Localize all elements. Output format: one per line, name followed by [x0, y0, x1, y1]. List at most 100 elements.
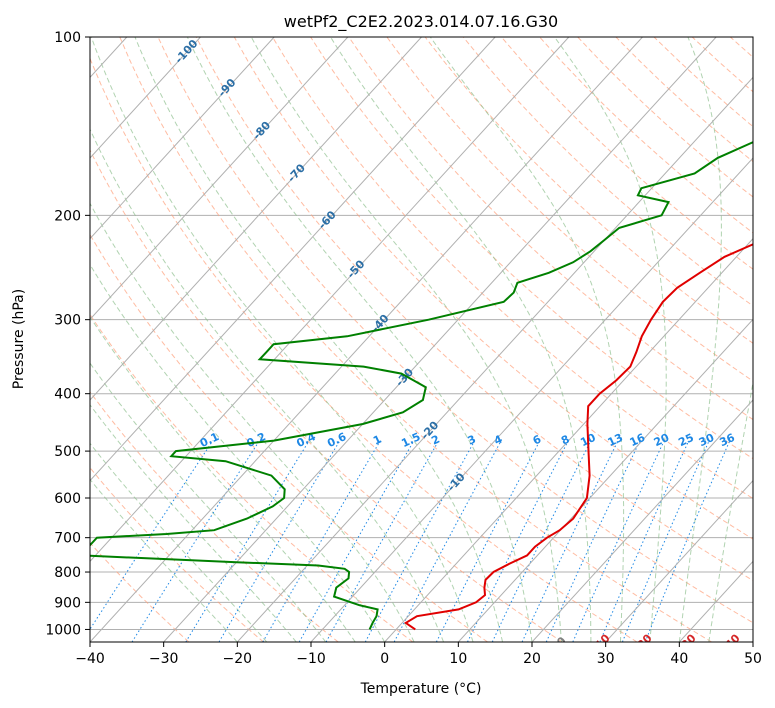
mixing-ratio-line: [298, 440, 415, 642]
moist-adiabat-line: [90, 478, 238, 642]
dry-adiabat-line: [195, 37, 753, 582]
mixing-ratio-line: [545, 440, 641, 642]
x-axis-ticks: −40 −30 −20 −10 0 10 20 30 40 50: [75, 642, 762, 667]
isotherm-line: [90, 37, 643, 642]
moist-adiabat-line: [554, 37, 667, 642]
isotherm-line: [384, 237, 753, 642]
mixing-ratio-line: [491, 440, 592, 642]
y-tick-label: 400: [54, 387, 81, 403]
isotherms: [90, 37, 753, 642]
mixing-ratio-label: 30: [697, 431, 717, 449]
moist-adiabat-line: [90, 263, 386, 642]
moist-adiabat-line: [330, 37, 592, 642]
moist-adiabat-line: [90, 37, 474, 642]
y-tick-label: 300: [54, 313, 81, 329]
y-tick-label: 100: [54, 30, 81, 46]
dry-adiabat-line: [90, 57, 638, 642]
mixing-ratio-line: [185, 440, 310, 642]
mixing-ratio-label: 36: [718, 431, 738, 449]
moist-adiabat-line: [90, 202, 415, 642]
moist-adiabats: [90, 37, 753, 642]
isotherm-line: [163, 37, 717, 642]
x-tick-label: 20: [523, 651, 541, 667]
moist-adiabat-line: [90, 362, 327, 642]
mixing-ratio-line: [467, 440, 569, 642]
moist-adiabat-line: [429, 37, 625, 642]
moist-adiabat-line: [90, 404, 297, 642]
x-tick-label: −20: [223, 651, 253, 667]
isotherm-line: [531, 399, 753, 642]
isotherm-line: [90, 37, 349, 321]
dry-adiabat-line: [424, 37, 753, 344]
dry-adiabat-label: 40: [723, 631, 743, 651]
moist-adiabat-line: [134, 37, 503, 642]
isotherm-line: [310, 157, 753, 642]
temperature-profile: [403, 243, 753, 631]
isotherm-line: [90, 37, 422, 401]
dry-adiabat-label: 0: [554, 634, 569, 649]
isotherm-line: [457, 318, 753, 642]
isotherm-line: [605, 479, 753, 642]
mixing-ratio-label: 20: [652, 431, 672, 449]
mixing-ratio-line: [325, 440, 440, 642]
x-tick-label: 10: [449, 651, 467, 667]
y-tick-label: 500: [54, 444, 81, 460]
pressure-gridlines: [90, 37, 753, 630]
y-tick-label: 900: [54, 595, 81, 611]
isotherm-line: [236, 76, 753, 642]
dry-adiabat-line: [90, 149, 563, 642]
x-tick-label: 50: [744, 651, 762, 667]
mixing-ratio-label: 25: [676, 431, 695, 449]
mixing-ratio-line: [364, 440, 476, 642]
mixing-ratio-label: 16: [628, 431, 648, 449]
x-tick-label: 0: [380, 651, 389, 667]
mixing-ratio-line: [218, 440, 341, 642]
dry-adiabat-line: [119, 37, 712, 642]
moist-adiabat-line: [250, 37, 562, 642]
isotherm-line: [90, 37, 570, 563]
mixing-ratio-label: 13: [606, 431, 625, 449]
moist-adiabat-line: [186, 37, 533, 642]
y-tick-label: 1000: [45, 622, 81, 638]
mixing-ratio-lines: [90, 440, 731, 642]
moist-adiabat-line: [90, 315, 356, 642]
dry-adiabat-line: [90, 313, 414, 642]
mixing-ratio-line: [572, 440, 665, 642]
x-axis-label: Temperature (°C): [360, 681, 482, 697]
dry-adiabat-line: [310, 37, 753, 460]
dry-adiabat-label: 30: [679, 631, 699, 651]
x-tick-label: −30: [149, 651, 179, 667]
y-tick-label: 800: [54, 565, 81, 581]
y-tick-label: 600: [54, 491, 81, 507]
moist-adiabat-line: [708, 379, 753, 642]
mixing-ratio-line: [90, 440, 214, 631]
mixing-ratio-line: [262, 440, 381, 642]
y-tick-label: 200: [54, 208, 81, 224]
isotherm-line: [90, 37, 201, 159]
dry-adiabat-line: [157, 37, 753, 624]
isotherm-line: [90, 37, 275, 240]
moist-adiabat-line: [90, 128, 445, 642]
plot-area: -100-90-80-70-60-50-40-30-20-100.1 0.2 0.4…: [90, 37, 753, 651]
chart-title: wetPf2_C2E2.2023.014.07.16.G30: [284, 12, 558, 32]
y-axis-ticks: 100 200 300 400 500 600 700 800 900 1000: [45, 30, 90, 638]
x-tick-label: 30: [597, 651, 615, 667]
plot-frame: [89, 36, 754, 643]
y-axis-label: Pressure (hPa): [11, 289, 27, 389]
x-tick-label: 40: [670, 651, 688, 667]
x-tick-label: −10: [296, 651, 326, 667]
dry-adiabat-label: 20: [635, 631, 655, 651]
dry-adiabat-line: [272, 37, 753, 500]
dry-adiabat-line: [386, 37, 753, 382]
y-tick-label: 700: [54, 531, 81, 547]
dry-adiabat-label: 10: [593, 631, 613, 651]
isotherm-line: [90, 37, 496, 482]
dewpoint-profile: [90, 141, 753, 630]
moist-adiabat-line: [678, 37, 722, 642]
moist-adiabat-line: [90, 442, 268, 642]
mixing-ratio-line: [599, 440, 690, 642]
mixing-ratio-line: [621, 440, 710, 642]
x-tick-label: −40: [75, 651, 105, 667]
